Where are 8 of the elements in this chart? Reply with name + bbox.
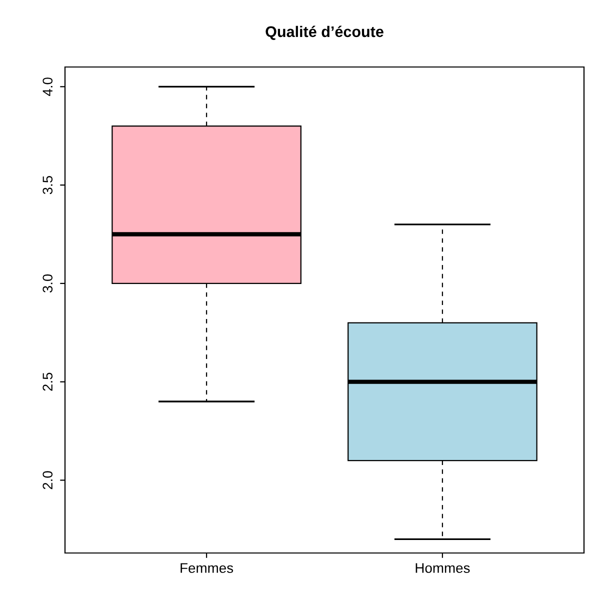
y-tick-label: 2.5	[42, 372, 53, 391]
y-tick-label: 2.0	[42, 471, 53, 490]
x-tick-label: Femmes	[180, 563, 234, 573]
y-tick-label: 3.0	[42, 274, 53, 293]
y-tick-label: 4.0	[42, 78, 53, 96]
chart-title: Qualité d’écoute	[266, 26, 384, 40]
x-tick-label: Hommes	[416, 563, 470, 573]
y-tick-label: 3.5	[42, 176, 53, 194]
